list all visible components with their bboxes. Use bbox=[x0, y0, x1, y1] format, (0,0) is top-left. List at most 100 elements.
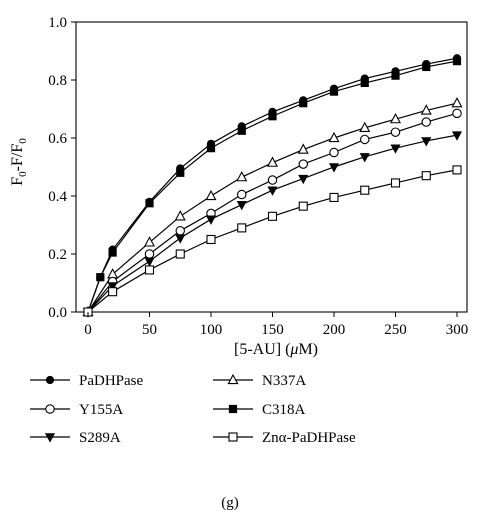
data-point bbox=[422, 62, 431, 72]
data-point bbox=[451, 131, 463, 141]
series-n337a bbox=[82, 97, 463, 317]
data-point bbox=[360, 78, 369, 88]
data-point bbox=[145, 199, 154, 208]
data-point bbox=[452, 108, 462, 119]
data-point bbox=[420, 104, 432, 115]
data-point bbox=[267, 211, 278, 221]
legend-item: Znα-PaDHPase bbox=[213, 430, 356, 446]
y-tick-label: 1.0 bbox=[48, 15, 67, 31]
data-point bbox=[298, 159, 308, 169]
data-point bbox=[143, 236, 156, 247]
data-point bbox=[237, 223, 247, 233]
data-point bbox=[205, 215, 217, 225]
series-line bbox=[87, 57, 458, 313]
ticks-layer: 0 50 100 150 200 250 300 0.0 0.2 0.4 0.6 0.8 1.0 bbox=[48, 15, 468, 338]
data-point bbox=[329, 192, 339, 202]
legend: PaDHPase N337A Y155A C318A S289A Znα-PaDHPase bbox=[30, 373, 356, 446]
axes bbox=[75, 21, 468, 313]
data-point bbox=[228, 432, 238, 442]
data-point bbox=[144, 257, 155, 267]
data-point bbox=[329, 147, 339, 158]
data-point bbox=[452, 57, 462, 66]
plot-frame bbox=[75, 21, 468, 313]
data-point bbox=[45, 404, 55, 414]
data-point bbox=[299, 99, 308, 108]
data-point bbox=[174, 210, 186, 221]
y-tick-label: 0.8 bbox=[48, 73, 67, 89]
data-point bbox=[237, 126, 246, 135]
data-point bbox=[267, 175, 278, 185]
data-point bbox=[206, 144, 216, 153]
data-point bbox=[359, 121, 371, 132]
data-point bbox=[391, 71, 400, 80]
data-point bbox=[267, 186, 278, 196]
data-point bbox=[390, 144, 401, 154]
data-point bbox=[329, 87, 339, 96]
x-axis-title: [5-AU] (μM) bbox=[234, 341, 318, 358]
y-tick-label: 0.0 bbox=[48, 305, 67, 321]
data-point bbox=[45, 375, 55, 385]
legend-item: Y155A bbox=[30, 402, 123, 418]
x-tick-label: 100 bbox=[200, 322, 223, 338]
y-axis-title: F0-F/F0 bbox=[9, 138, 29, 186]
series-line bbox=[87, 102, 458, 313]
legend-label: Y155A bbox=[79, 402, 123, 418]
legend-item: N337A bbox=[213, 373, 306, 389]
data-point bbox=[359, 134, 370, 145]
data-point bbox=[360, 185, 370, 195]
y-tick-label: 0.2 bbox=[48, 247, 67, 263]
data-point bbox=[390, 178, 401, 188]
data-point bbox=[108, 248, 117, 257]
data-point bbox=[228, 404, 238, 414]
data-point bbox=[421, 137, 432, 147]
legend-label: Znα-PaDHPase bbox=[262, 430, 356, 446]
data-point bbox=[175, 249, 185, 259]
legend-item: S289A bbox=[30, 430, 121, 446]
legend-item: C318A bbox=[213, 402, 306, 418]
series-zn-padhpase bbox=[83, 165, 462, 317]
data-point bbox=[452, 165, 462, 175]
legend-item: PaDHPase bbox=[30, 373, 144, 389]
data-point bbox=[421, 117, 431, 127]
data-point bbox=[175, 234, 186, 244]
data-point bbox=[421, 171, 431, 181]
data-point bbox=[144, 249, 155, 259]
data-point bbox=[227, 373, 239, 385]
data-point bbox=[328, 131, 340, 143]
panel-label: (g) bbox=[221, 495, 239, 511]
data-point bbox=[44, 433, 56, 443]
x-tick-label: 300 bbox=[446, 322, 469, 338]
data-point bbox=[236, 201, 247, 211]
data-point bbox=[237, 189, 247, 200]
data-point bbox=[108, 287, 118, 297]
x-tick-label: 150 bbox=[261, 322, 284, 338]
data-point bbox=[298, 174, 309, 185]
legend-label: S289A bbox=[79, 430, 121, 446]
data-point bbox=[389, 112, 402, 124]
data-point bbox=[107, 268, 119, 279]
series-layer bbox=[82, 54, 463, 318]
legend-label: N337A bbox=[262, 373, 306, 389]
data-point bbox=[359, 153, 370, 163]
data-point bbox=[206, 234, 216, 245]
data-point bbox=[175, 226, 186, 236]
data-point bbox=[451, 97, 463, 108]
data-point bbox=[96, 273, 105, 282]
data-point bbox=[107, 282, 118, 292]
series-padhpase bbox=[83, 54, 462, 317]
series-line bbox=[87, 60, 458, 313]
series-s289a bbox=[82, 131, 463, 318]
x-tick-label: 0 bbox=[84, 322, 92, 338]
data-point bbox=[176, 168, 185, 177]
data-point bbox=[205, 189, 217, 201]
x-tick-label: 250 bbox=[384, 322, 407, 338]
data-point bbox=[328, 163, 340, 173]
y-tick-label: 0.6 bbox=[48, 131, 67, 147]
x-tick-label: 200 bbox=[323, 322, 346, 338]
data-point bbox=[268, 112, 277, 121]
data-point bbox=[144, 265, 155, 275]
data-point bbox=[297, 143, 309, 154]
legend-label: C318A bbox=[262, 402, 306, 418]
data-point bbox=[236, 170, 248, 182]
